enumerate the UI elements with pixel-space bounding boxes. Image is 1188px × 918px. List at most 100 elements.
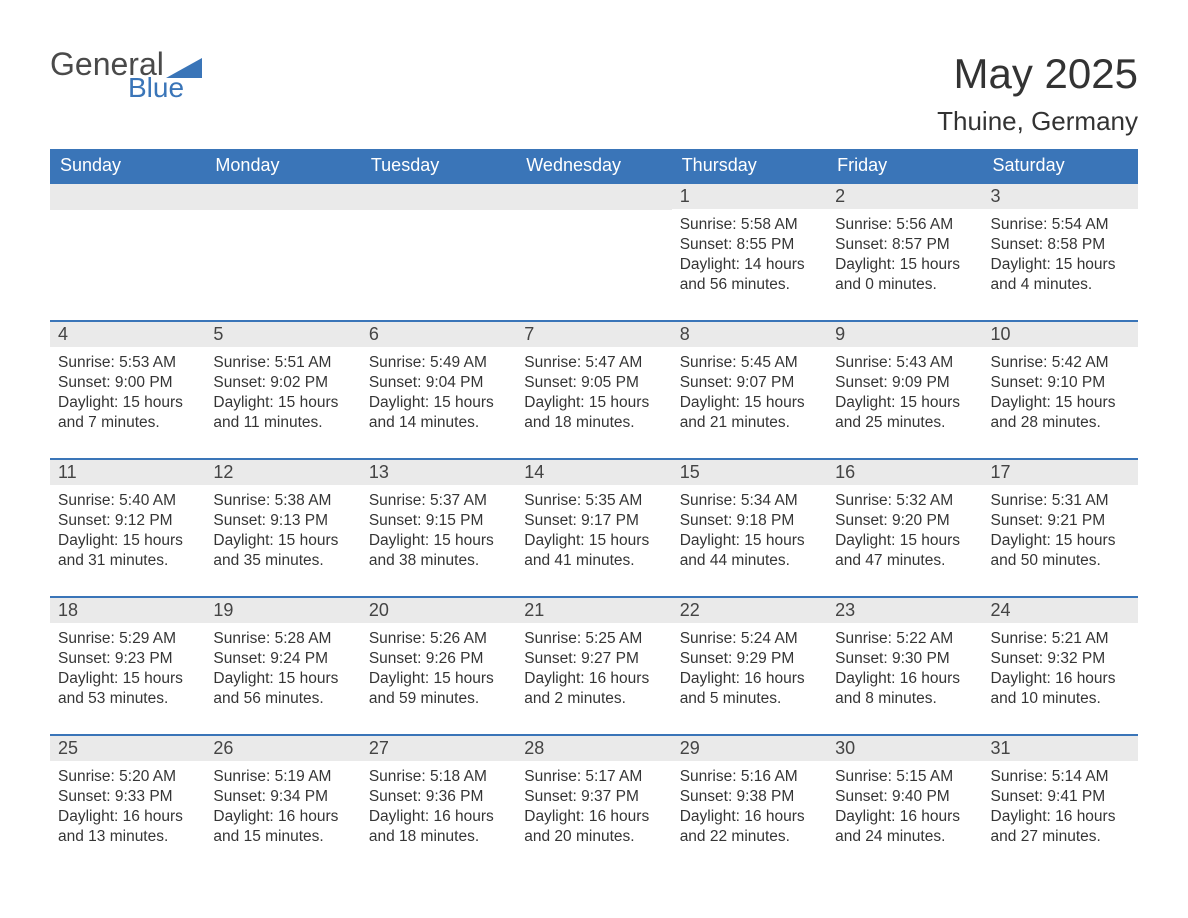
sunset-text: Sunset: 9:20 PM <box>835 511 974 531</box>
sunrise-text: Sunrise: 5:40 AM <box>58 491 197 511</box>
daylight-text: Daylight: 16 hours and 20 minutes. <box>524 807 663 847</box>
sunrise-text: Sunrise: 5:24 AM <box>680 629 819 649</box>
sunrise-text: Sunrise: 5:29 AM <box>58 629 197 649</box>
day-cell: 1Sunrise: 5:58 AMSunset: 8:55 PMDaylight… <box>672 182 827 320</box>
empty-cell <box>516 182 671 320</box>
day-number: 30 <box>827 736 982 761</box>
sunset-text: Sunset: 9:27 PM <box>524 649 663 669</box>
day-number: 20 <box>361 598 516 623</box>
day-number: 26 <box>205 736 360 761</box>
day-number: 11 <box>50 460 205 485</box>
daylight-text: Daylight: 15 hours and 38 minutes. <box>369 531 508 571</box>
day-content: Sunrise: 5:16 AMSunset: 9:38 PMDaylight:… <box>672 761 827 852</box>
sunset-text: Sunset: 9:32 PM <box>991 649 1130 669</box>
day-content: Sunrise: 5:29 AMSunset: 9:23 PMDaylight:… <box>50 623 205 714</box>
day-cell: 8Sunrise: 5:45 AMSunset: 9:07 PMDaylight… <box>672 320 827 458</box>
sunset-text: Sunset: 9:10 PM <box>991 373 1130 393</box>
daylight-text: Daylight: 15 hours and 4 minutes. <box>991 255 1130 295</box>
sunrise-text: Sunrise: 5:16 AM <box>680 767 819 787</box>
day-number: 19 <box>205 598 360 623</box>
sunset-text: Sunset: 8:58 PM <box>991 235 1130 255</box>
sunset-text: Sunset: 9:00 PM <box>58 373 197 393</box>
logo-word-blue: Blue <box>128 75 202 100</box>
sunset-text: Sunset: 8:55 PM <box>680 235 819 255</box>
day-cell: 19Sunrise: 5:28 AMSunset: 9:24 PMDayligh… <box>205 596 360 734</box>
sunrise-text: Sunrise: 5:37 AM <box>369 491 508 511</box>
day-content: Sunrise: 5:21 AMSunset: 9:32 PMDaylight:… <box>983 623 1138 714</box>
day-number: 1 <box>672 184 827 209</box>
sunset-text: Sunset: 9:17 PM <box>524 511 663 531</box>
title-location: Thuine, Germany <box>937 106 1138 137</box>
sunset-text: Sunset: 9:29 PM <box>680 649 819 669</box>
day-content: Sunrise: 5:14 AMSunset: 9:41 PMDaylight:… <box>983 761 1138 852</box>
logo: General Blue <box>50 50 202 100</box>
sunrise-text: Sunrise: 5:45 AM <box>680 353 819 373</box>
day-number: 16 <box>827 460 982 485</box>
sunset-text: Sunset: 9:34 PM <box>213 787 352 807</box>
sunset-text: Sunset: 9:04 PM <box>369 373 508 393</box>
sunrise-text: Sunrise: 5:51 AM <box>213 353 352 373</box>
daylight-text: Daylight: 15 hours and 47 minutes. <box>835 531 974 571</box>
empty-cell <box>50 182 205 320</box>
sunrise-text: Sunrise: 5:15 AM <box>835 767 974 787</box>
daylight-text: Daylight: 15 hours and 35 minutes. <box>213 531 352 571</box>
sunrise-text: Sunrise: 5:49 AM <box>369 353 508 373</box>
day-number: 5 <box>205 322 360 347</box>
day-cell: 4Sunrise: 5:53 AMSunset: 9:00 PMDaylight… <box>50 320 205 458</box>
day-number: 31 <box>983 736 1138 761</box>
day-cell: 7Sunrise: 5:47 AMSunset: 9:05 PMDaylight… <box>516 320 671 458</box>
day-number: 7 <box>516 322 671 347</box>
day-number: 22 <box>672 598 827 623</box>
day-cell: 21Sunrise: 5:25 AMSunset: 9:27 PMDayligh… <box>516 596 671 734</box>
daylight-text: Daylight: 15 hours and 11 minutes. <box>213 393 352 433</box>
sunset-text: Sunset: 9:33 PM <box>58 787 197 807</box>
sunrise-text: Sunrise: 5:43 AM <box>835 353 974 373</box>
day-cell: 12Sunrise: 5:38 AMSunset: 9:13 PMDayligh… <box>205 458 360 596</box>
daylight-text: Daylight: 16 hours and 22 minutes. <box>680 807 819 847</box>
sunset-text: Sunset: 9:38 PM <box>680 787 819 807</box>
weekday-header: Saturday <box>983 149 1138 182</box>
day-content: Sunrise: 5:56 AMSunset: 8:57 PMDaylight:… <box>827 209 982 300</box>
day-cell: 14Sunrise: 5:35 AMSunset: 9:17 PMDayligh… <box>516 458 671 596</box>
day-cell: 5Sunrise: 5:51 AMSunset: 9:02 PMDaylight… <box>205 320 360 458</box>
day-number: 21 <box>516 598 671 623</box>
weekday-header: Friday <box>827 149 982 182</box>
day-number: 14 <box>516 460 671 485</box>
sunrise-text: Sunrise: 5:18 AM <box>369 767 508 787</box>
sunset-text: Sunset: 9:12 PM <box>58 511 197 531</box>
weekday-header: Sunday <box>50 149 205 182</box>
day-content: Sunrise: 5:42 AMSunset: 9:10 PMDaylight:… <box>983 347 1138 438</box>
day-content: Sunrise: 5:40 AMSunset: 9:12 PMDaylight:… <box>50 485 205 576</box>
day-content: Sunrise: 5:53 AMSunset: 9:00 PMDaylight:… <box>50 347 205 438</box>
day-number: 13 <box>361 460 516 485</box>
day-cell: 23Sunrise: 5:22 AMSunset: 9:30 PMDayligh… <box>827 596 982 734</box>
calendar-table: Sunday Monday Tuesday Wednesday Thursday… <box>50 149 1138 852</box>
day-content: Sunrise: 5:34 AMSunset: 9:18 PMDaylight:… <box>672 485 827 576</box>
title-month: May 2025 <box>937 50 1138 98</box>
daylight-text: Daylight: 16 hours and 27 minutes. <box>991 807 1130 847</box>
day-number: 2 <box>827 184 982 209</box>
day-cell: 20Sunrise: 5:26 AMSunset: 9:26 PMDayligh… <box>361 596 516 734</box>
sunrise-text: Sunrise: 5:42 AM <box>991 353 1130 373</box>
daylight-text: Daylight: 15 hours and 28 minutes. <box>991 393 1130 433</box>
sunrise-text: Sunrise: 5:21 AM <box>991 629 1130 649</box>
sunset-text: Sunset: 9:24 PM <box>213 649 352 669</box>
sunrise-text: Sunrise: 5:19 AM <box>213 767 352 787</box>
sunset-text: Sunset: 9:07 PM <box>680 373 819 393</box>
sunrise-text: Sunrise: 5:28 AM <box>213 629 352 649</box>
day-cell: 16Sunrise: 5:32 AMSunset: 9:20 PMDayligh… <box>827 458 982 596</box>
sunrise-text: Sunrise: 5:35 AM <box>524 491 663 511</box>
daylight-text: Daylight: 15 hours and 56 minutes. <box>213 669 352 709</box>
day-content: Sunrise: 5:58 AMSunset: 8:55 PMDaylight:… <box>672 209 827 300</box>
day-content: Sunrise: 5:28 AMSunset: 9:24 PMDaylight:… <box>205 623 360 714</box>
logo-text: General Blue <box>50 50 202 100</box>
daylight-text: Daylight: 16 hours and 13 minutes. <box>58 807 197 847</box>
day-content: Sunrise: 5:37 AMSunset: 9:15 PMDaylight:… <box>361 485 516 576</box>
day-cell: 29Sunrise: 5:16 AMSunset: 9:38 PMDayligh… <box>672 734 827 852</box>
day-content: Sunrise: 5:17 AMSunset: 9:37 PMDaylight:… <box>516 761 671 852</box>
daylight-text: Daylight: 16 hours and 10 minutes. <box>991 669 1130 709</box>
day-content: Sunrise: 5:26 AMSunset: 9:26 PMDaylight:… <box>361 623 516 714</box>
day-content: Sunrise: 5:51 AMSunset: 9:02 PMDaylight:… <box>205 347 360 438</box>
day-cell: 27Sunrise: 5:18 AMSunset: 9:36 PMDayligh… <box>361 734 516 852</box>
day-number: 25 <box>50 736 205 761</box>
